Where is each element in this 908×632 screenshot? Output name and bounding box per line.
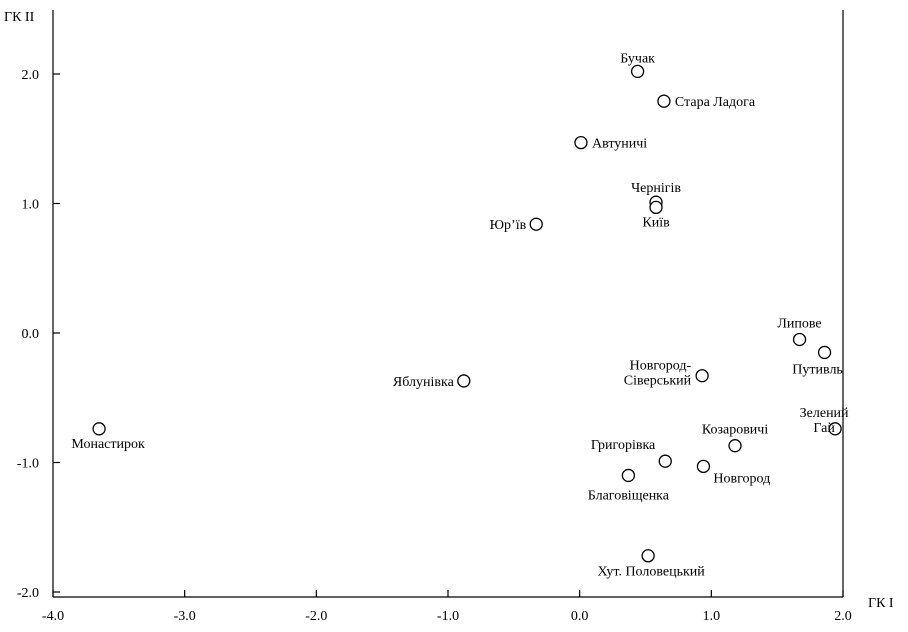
- point-label: Хут. Половецький: [598, 565, 706, 580]
- point-label: Козаровичі: [702, 423, 769, 438]
- y-tick-label: 2.0: [22, 68, 40, 83]
- y-axis-label: ГК II: [4, 10, 35, 25]
- y-tick-label: 1.0: [22, 198, 40, 213]
- point-label: Путивль: [792, 362, 843, 377]
- point-marker: [658, 454, 672, 468]
- point-marker: [630, 64, 645, 79]
- point-marker: [529, 217, 543, 231]
- point-marker: [695, 369, 709, 383]
- point-marker: [641, 549, 655, 563]
- data-point: Стара Ладога: [657, 94, 756, 110]
- data-point: Автуничі: [574, 135, 647, 152]
- y-tick-label: -2.0: [17, 586, 39, 601]
- point-label: Благовіщенка: [588, 488, 670, 503]
- point-label: Новгород-Сіверський: [624, 359, 692, 389]
- point-label: Київ: [642, 215, 670, 230]
- data-point: Благовіщенка: [588, 468, 670, 503]
- y-tick-label: -1.0: [17, 457, 39, 472]
- x-tick-label: 2.0: [834, 609, 852, 624]
- point-label: Юр’їв: [490, 218, 527, 233]
- x-tick-label: -1.0: [437, 609, 459, 624]
- point-label: Зелений Гай: [800, 406, 849, 436]
- point-label: Автуничі: [592, 137, 647, 152]
- data-point: Хут. Половецький: [598, 549, 706, 580]
- x-tick-label: 1.0: [703, 609, 721, 624]
- axis-ticks: -4.0 -3.0 -2.0 -1.0 0.0 1.0 2.0 -2.0 -1.0 0.0 1.0 2…: [17, 68, 852, 624]
- point-marker: [792, 332, 807, 347]
- data-point: Яблунівка: [393, 374, 471, 390]
- data-point: Київ: [642, 200, 670, 230]
- point-marker: [92, 422, 106, 436]
- data-point: Зелений Гай: [800, 406, 849, 436]
- y-tick-label: 0.0: [22, 327, 40, 342]
- data-point: Козаровичі: [702, 423, 769, 453]
- data-point: Новгород-Сіверський: [624, 359, 709, 389]
- x-axis-label: ГК I: [868, 596, 894, 611]
- data-point: Бучак: [620, 51, 655, 79]
- data-point: Монастирок: [71, 422, 145, 452]
- point-marker: [728, 439, 742, 453]
- point-marker: [828, 422, 842, 436]
- point-label: Стара Ладога: [675, 95, 756, 110]
- point-label: Липове: [777, 316, 821, 331]
- point-marker: [621, 468, 636, 483]
- point-marker: [457, 374, 471, 388]
- data-points: Бучак Стара Ладога Автуничі Чернігів Київ Юр’…: [71, 51, 849, 579]
- data-point: Путивль: [792, 345, 843, 377]
- data-point: Григорівка: [591, 438, 672, 468]
- x-tick-label: -2.0: [305, 609, 327, 624]
- data-point: Юр’їв: [490, 217, 543, 233]
- x-tick-label: 0.0: [571, 609, 589, 624]
- point-label: Бучак: [620, 51, 655, 66]
- point-label: Чернігів: [631, 181, 681, 196]
- x-tick-label: -3.0: [174, 609, 196, 624]
- point-marker: [649, 200, 663, 215]
- point-label: Григорівка: [591, 438, 656, 453]
- point-marker: [817, 345, 832, 360]
- point-label: Монастирок: [71, 437, 145, 452]
- point-label: Новгород: [713, 471, 770, 486]
- x-tick-label: -4.0: [42, 609, 64, 624]
- data-point: Липове: [777, 316, 822, 347]
- point-marker: [574, 135, 588, 150]
- point-marker: [696, 459, 711, 474]
- data-point: Новгород: [696, 459, 770, 486]
- point-label: Яблунівка: [393, 375, 455, 390]
- point-marker: [657, 94, 671, 108]
